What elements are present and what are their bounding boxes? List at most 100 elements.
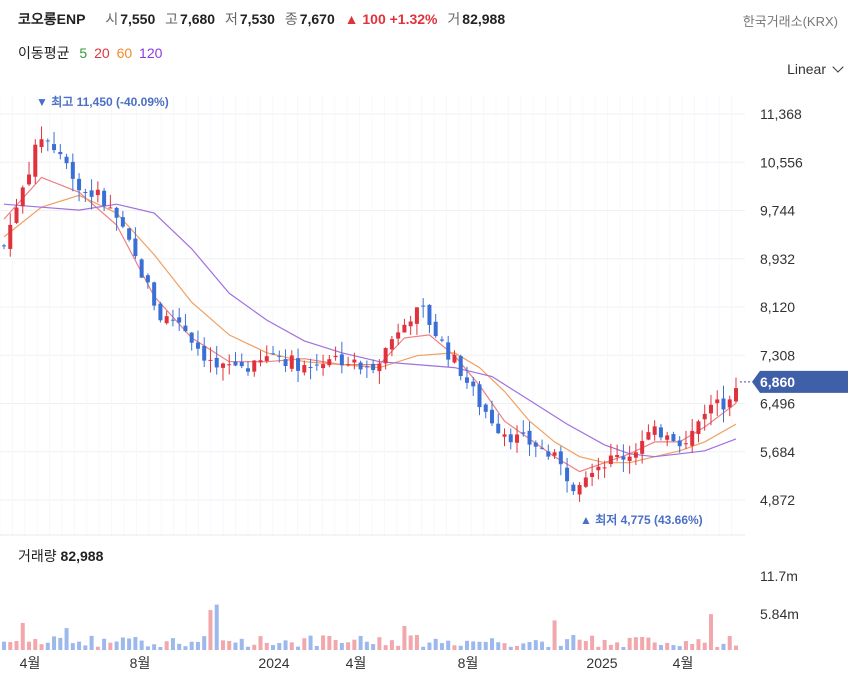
volume-bar [302,638,307,650]
volume-bar [490,638,494,650]
volume-bars [2,604,738,650]
volume-bar [258,636,263,650]
candle-body [8,224,13,249]
volume-bar [220,640,225,650]
volume-label: 거 [447,11,461,27]
volume-bar [683,640,688,650]
candle-body [565,467,570,482]
candle-body [27,174,32,185]
stock-name: 코오롱ENP [18,11,86,27]
candle-body [352,359,357,363]
candle-body [277,355,282,357]
volume-bar [508,646,513,650]
volume-bar [696,639,701,650]
candle-body [271,353,276,355]
low-value: 7,530 [239,11,275,27]
y-tick-label: 8,932 [760,251,795,267]
candle-body [702,413,707,420]
annotations: ▼ 최고 11,450 (-40.09%) ▲ 최저 4,775 (43.66%)… [36,94,848,527]
volume-bar [283,640,288,650]
candle-body [502,434,507,437]
volume-bar [702,642,707,650]
volume-bar [671,645,676,650]
volume-bar [540,641,545,650]
candle-body [45,140,50,142]
candle-body [552,452,557,456]
ma-120[interactable]: 120 [139,45,163,61]
volume-bar [120,637,125,650]
candle-body [108,207,113,209]
candle-body [734,388,738,402]
y-tick-label: 11,368 [760,106,802,122]
volume-bar [246,646,250,650]
candle-body [652,426,657,435]
volume-bar [646,637,651,650]
low-label: 저 [224,11,238,27]
candle-body [389,339,394,350]
candle-body [139,259,144,278]
volume-bar [389,640,394,650]
candle-body [477,384,482,408]
ma-label: 이동평균 [18,45,70,61]
y-tick-label: 6,496 [760,396,795,412]
candle-body [214,357,219,368]
candle-body [439,339,444,341]
volume-bar [139,640,144,650]
candle-body [77,178,82,191]
ma-line-60 [3,194,737,464]
candle-body [308,366,313,368]
candle-body [339,354,344,366]
candle-body [715,399,720,404]
candle-body [596,466,601,471]
volume-bar [446,640,451,650]
x-tick-label: 2025 [586,655,617,671]
volume-bar [233,642,238,650]
moving-average-legend: 이동평균 5 20 60 120 [18,43,168,63]
volume-bar [158,646,163,650]
volume-bar [264,642,269,650]
candle-body [145,275,150,283]
volume-bar [477,641,482,650]
volume-bar [339,642,344,650]
volume-tick-label: 5.84m [760,606,799,622]
candle-body [727,399,732,408]
volume-bar [658,645,663,650]
candle-body [164,316,169,324]
x-tick-label: 4월 [346,655,367,671]
candle-body [558,451,563,465]
scale-mode-dropdown[interactable]: Linear [787,61,844,77]
candle-body [665,435,670,440]
candle-body [683,443,688,445]
volume-bar [108,642,113,650]
candle-body [114,207,119,218]
candle-body [283,359,288,366]
candle-body [721,398,726,410]
volume-bar [52,636,57,650]
candle-body [58,151,63,155]
candle-body [633,452,638,458]
scale-mode-label: Linear [787,61,826,77]
volume-bar [727,635,732,650]
ma-20[interactable]: 20 [94,45,110,61]
volume-bar [427,642,432,650]
x-axis-ticks: 4월 8월 2024 4월 8월 2025 4월 [20,655,694,671]
ma-60[interactable]: 60 [116,45,133,61]
volume-bar [127,638,132,650]
volume-bar [590,635,595,650]
volume-bar [383,645,388,650]
low-annotation: ▲ 최저 4,775 (43.66%) [580,512,703,527]
candle-body [490,409,494,424]
candle-body [333,355,338,358]
x-tick-label: 2024 [258,655,289,671]
candle-body [189,332,194,343]
candle-body [508,434,513,443]
volume-bar [521,643,526,650]
ma-5[interactable]: 5 [79,45,88,61]
candle-body [227,364,232,366]
volume-bar [308,635,313,650]
candle-body [133,238,138,257]
moving-average-lines [3,176,737,473]
price-gridlines [0,95,745,536]
open-value: 7,550 [120,11,156,27]
